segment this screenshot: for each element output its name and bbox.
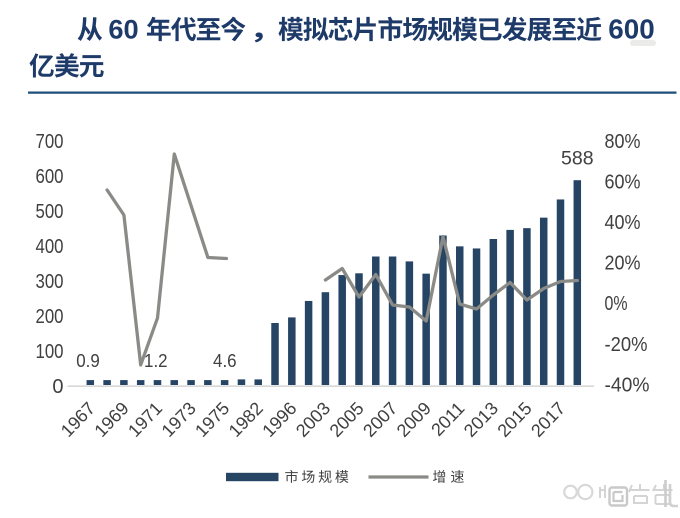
svg-text:100: 100 [36, 341, 64, 363]
svg-text:-40%: -40% [605, 374, 650, 396]
svg-text:4.6: 4.6 [213, 351, 237, 371]
svg-text:588: 588 [561, 148, 594, 170]
svg-text:200: 200 [36, 306, 64, 328]
svg-text:400: 400 [36, 236, 64, 258]
svg-text:600: 600 [608, 14, 654, 45]
svg-text:20%: 20% [605, 253, 641, 275]
svg-text:0%: 0% [605, 293, 628, 315]
svg-text:300: 300 [36, 271, 64, 293]
svg-text:60%: 60% [605, 172, 641, 194]
svg-text:40%: 40% [605, 212, 641, 234]
svg-text:600: 600 [36, 166, 64, 188]
svg-text:60: 60 [108, 14, 138, 45]
svg-text:0.9: 0.9 [76, 351, 100, 371]
svg-text:80%: 80% [605, 131, 641, 153]
svg-text:1.2: 1.2 [144, 351, 168, 371]
svg-text:-20%: -20% [605, 334, 648, 356]
svg-text:0: 0 [52, 376, 63, 398]
svg-text:700: 700 [36, 131, 64, 153]
svg-text:500: 500 [36, 201, 64, 223]
